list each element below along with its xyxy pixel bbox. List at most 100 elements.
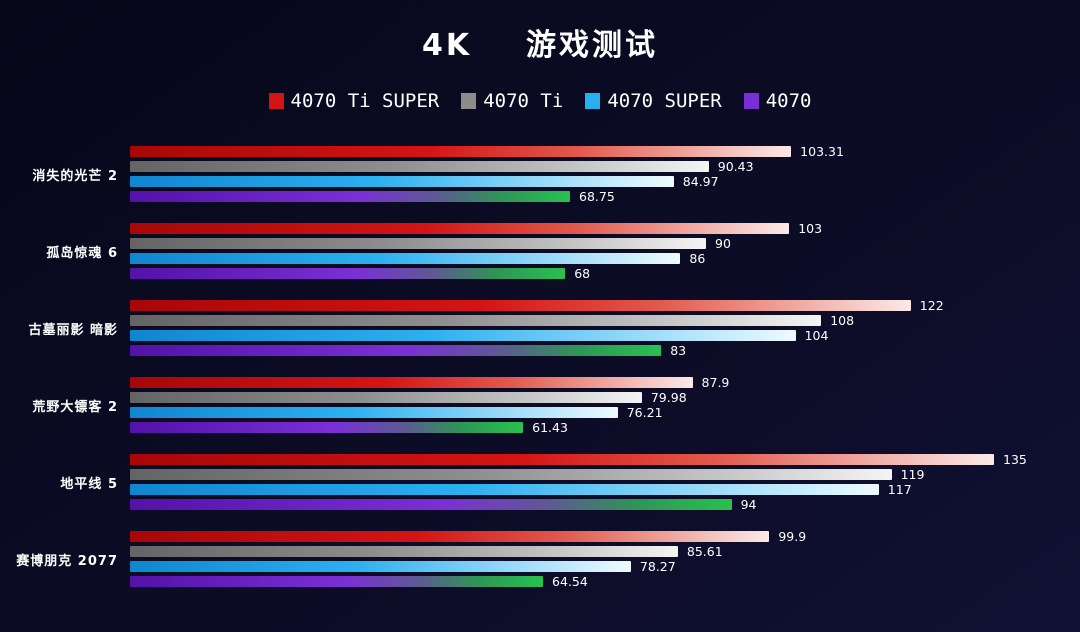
bar-line: 68.75 xyxy=(130,189,844,204)
legend-label: 4070 xyxy=(765,90,812,112)
bar-line: 103 xyxy=(130,221,823,236)
bar-value-label: 119 xyxy=(900,467,925,482)
bar xyxy=(130,330,796,341)
bar xyxy=(130,422,524,433)
bar-line: 94 xyxy=(130,497,1027,512)
bar-value-label: 87.9 xyxy=(701,375,730,390)
legend-swatch-icon xyxy=(268,93,284,109)
bar-value-label: 104 xyxy=(804,328,829,343)
bar-group: 赛博朋克 2077 99.9 85.61 78.27 64.54 xyxy=(12,529,1080,589)
bar-line: 76.21 xyxy=(130,405,729,420)
bar-value-label: 68.75 xyxy=(579,189,615,204)
bar-value-label: 117 xyxy=(887,482,912,497)
bar-value-label: 94 xyxy=(740,497,757,512)
bar xyxy=(130,407,618,418)
bar-value-label: 85.61 xyxy=(686,544,723,559)
bar-value-label: 90 xyxy=(715,236,731,251)
bar-stack: 122 108 104 83 xyxy=(130,298,944,358)
bar-line: 68 xyxy=(130,266,822,281)
bar-value-label: 68 xyxy=(574,266,591,281)
bar-line: 90.43 xyxy=(130,159,844,174)
bar-line: 79.98 xyxy=(130,390,729,405)
bar xyxy=(130,377,693,388)
bar xyxy=(130,531,770,542)
category-label: 消失的光芒 2 xyxy=(32,168,118,184)
bar-line: 64.54 xyxy=(130,574,806,589)
bar-stack: 103.31 90.43 84.97 68.75 xyxy=(130,144,844,204)
bar-value-label: 79.98 xyxy=(650,390,687,405)
bar-value-label: 84.97 xyxy=(682,174,719,189)
category-label: 古墓丽影 暗影 xyxy=(28,322,118,338)
chart-title: 4K 游戏测试 xyxy=(422,28,658,63)
legend-item: 4070 Ti SUPER xyxy=(268,90,440,112)
legend-swatch-icon xyxy=(585,93,601,109)
bar xyxy=(130,469,892,480)
legend-label: 4070 SUPER xyxy=(607,90,722,112)
bar-stack: 87.9 79.98 76.21 61.43 xyxy=(130,375,730,435)
bar xyxy=(130,176,674,187)
bar-line: 117 xyxy=(130,482,1027,497)
bar-line: 87.9 xyxy=(130,375,730,390)
bar-line: 135 xyxy=(130,452,1027,467)
bar-group: 孤岛惊魂 6 103 90 86 68 xyxy=(12,221,1080,281)
legend-swatch-icon xyxy=(743,93,759,109)
bar-line: 85.61 xyxy=(130,544,806,559)
bar-value-label: 61.43 xyxy=(532,420,568,435)
bar xyxy=(130,392,642,403)
bar xyxy=(130,484,879,495)
bar-value-label: 122 xyxy=(919,298,944,313)
bar-line: 61.43 xyxy=(130,420,729,435)
bar xyxy=(130,161,709,172)
bar-value-label: 103.31 xyxy=(800,144,844,159)
category-label: 赛博朋克 2077 xyxy=(16,553,118,569)
bar xyxy=(130,300,911,311)
bar xyxy=(130,499,732,510)
bar-line: 122 xyxy=(130,298,944,313)
bar xyxy=(130,561,631,572)
bar-value-label: 86 xyxy=(689,251,706,266)
legend-item: 4070 SUPER xyxy=(585,90,722,112)
bar-group: 地平线 5 135 119 117 94 xyxy=(12,452,1080,512)
category-label: 地平线 5 xyxy=(60,476,118,492)
bar-group: 消失的光芒 2 103.31 90.43 84.97 68.75 xyxy=(12,144,1080,204)
legend-item: 4070 Ti xyxy=(461,90,563,112)
bar-value-label: 76.21 xyxy=(626,405,663,420)
bar-value-label: 64.54 xyxy=(552,574,588,589)
legend: 4070 Ti SUPER 4070 Ti 4070 SUPER 4070 xyxy=(0,90,1080,112)
bar xyxy=(130,238,706,249)
chart-root: 4K 游戏测试 4070 Ti SUPER 4070 Ti 4070 SUPER 40… xyxy=(0,28,1080,589)
bar-stack: 135 119 117 94 xyxy=(130,452,1027,512)
bar-line: 99.9 xyxy=(130,529,807,544)
bar xyxy=(130,268,566,279)
bar-line: 108 xyxy=(130,313,944,328)
legend-item: 4070 xyxy=(743,90,812,112)
chart-plot-area: 消失的光芒 2 103.31 90.43 84.97 68.75 孤岛惊魂 6 103 90 8… xyxy=(0,144,1080,589)
bar-value-label: 103 xyxy=(798,221,823,236)
bar xyxy=(130,546,678,557)
legend-label: 4070 Ti xyxy=(483,90,564,112)
legend-label: 4070 Ti SUPER xyxy=(290,90,440,112)
bar xyxy=(130,191,570,202)
bar-line: 78.27 xyxy=(130,559,806,574)
bar-line: 90 xyxy=(130,236,822,251)
bar-line: 83 xyxy=(130,343,944,358)
bar xyxy=(130,315,822,326)
bar xyxy=(130,223,790,234)
bar xyxy=(130,576,544,587)
bar xyxy=(130,454,994,465)
legend-swatch-icon xyxy=(461,93,477,109)
bar xyxy=(130,253,681,264)
bar-line: 104 xyxy=(130,328,944,343)
bar-line: 86 xyxy=(130,251,822,266)
bar-group: 古墓丽影 暗影 122 108 104 83 xyxy=(12,298,1080,358)
category-label: 荒野大镖客 2 xyxy=(32,399,118,415)
bar-value-label: 78.27 xyxy=(639,559,676,574)
bar xyxy=(130,345,662,356)
bar-line: 84.97 xyxy=(130,174,844,189)
bar-value-label: 99.9 xyxy=(778,529,807,544)
bar-value-label: 90.43 xyxy=(717,159,754,174)
bar-value-label: 108 xyxy=(830,313,855,328)
bar-line: 103.31 xyxy=(130,144,844,159)
bar-stack: 103 90 86 68 xyxy=(130,221,823,281)
bar-value-label: 135 xyxy=(1003,452,1027,467)
